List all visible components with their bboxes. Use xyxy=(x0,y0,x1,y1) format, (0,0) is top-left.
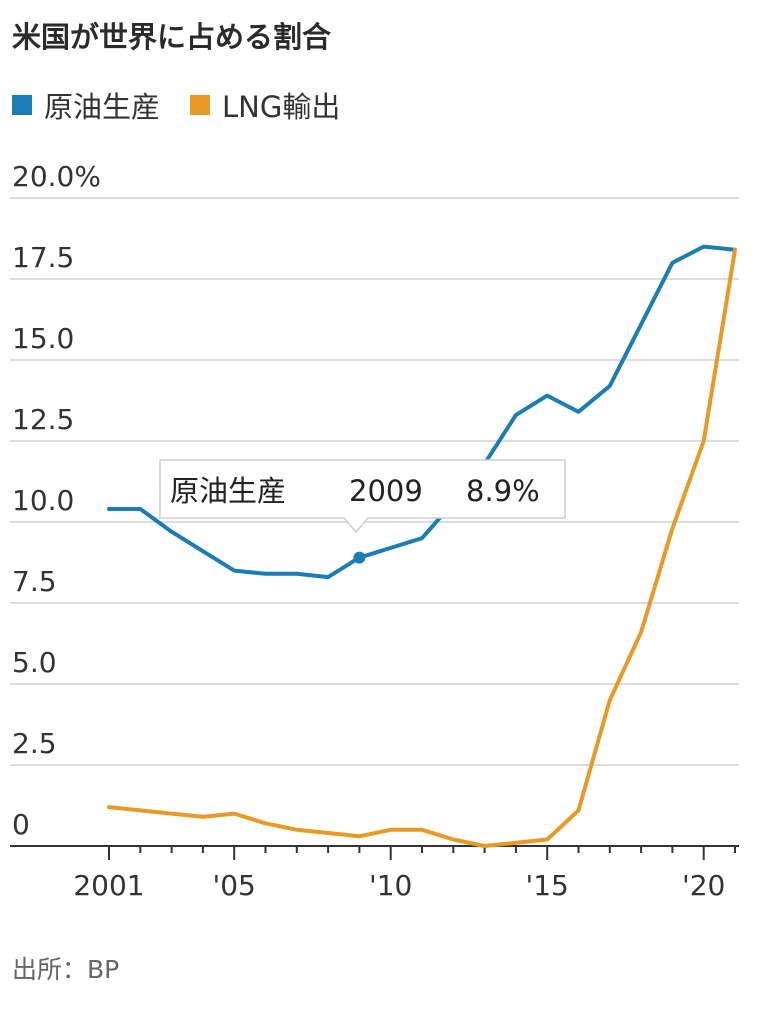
tooltip-series: 原油生産 xyxy=(170,474,286,508)
chart-title: 米国が世界に占める割合 xyxy=(12,20,332,54)
y-tick-label: 12.5 xyxy=(12,403,74,436)
x-tick-label: '15 xyxy=(526,869,569,902)
y-tick-label: 15.0 xyxy=(12,322,74,355)
source-note: 出所：BP xyxy=(12,955,120,984)
y-tick-label: 17.5 xyxy=(12,241,74,274)
legend-item-lng[interactable]: LNG輸出 xyxy=(190,84,340,126)
legend-label-crude: 原油生産 xyxy=(44,90,161,124)
tooltip: 原油生産 2009 8.9% xyxy=(159,459,566,534)
series-lines xyxy=(107,244,737,848)
tooltip-year: 2009 xyxy=(349,474,423,508)
tooltip-value: 8.9% xyxy=(466,474,540,508)
legend-label-lng: LNG輸出 xyxy=(222,90,341,124)
series-line-lng[interactable] xyxy=(107,247,737,848)
legend-swatch-lng xyxy=(190,95,211,115)
y-tick-label: 10.0 xyxy=(12,484,74,517)
x-tick-label: '10 xyxy=(369,869,412,902)
x-axis: 2001 '05 '10 '15 '20 xyxy=(10,845,739,902)
legend-item-crude[interactable]: 原油生産 xyxy=(12,84,160,126)
y-tick-label: 2.5 xyxy=(12,727,57,760)
y-tick-label: 0 xyxy=(12,808,30,841)
tooltip-box xyxy=(159,459,566,534)
y-tick-label: 5.0 xyxy=(12,646,57,679)
y-axis-labels: 0 2.5 5.0 7.5 10.0 12.5 15.0 17.5 20.0% xyxy=(12,160,101,841)
grid-lines xyxy=(10,197,739,766)
series-line-crude[interactable] xyxy=(107,244,737,580)
legend-swatch-crude xyxy=(12,95,32,115)
y-tick-label: 7.5 xyxy=(12,565,57,598)
highlight-point[interactable] xyxy=(353,551,366,564)
legend: 原油生産 LNG輸出 xyxy=(12,84,370,126)
x-tick-label: 2001 xyxy=(73,869,144,902)
x-tick-label: '20 xyxy=(682,869,725,902)
x-tick-label: '05 xyxy=(213,869,256,902)
y-tick-label: 20.0% xyxy=(12,160,101,193)
